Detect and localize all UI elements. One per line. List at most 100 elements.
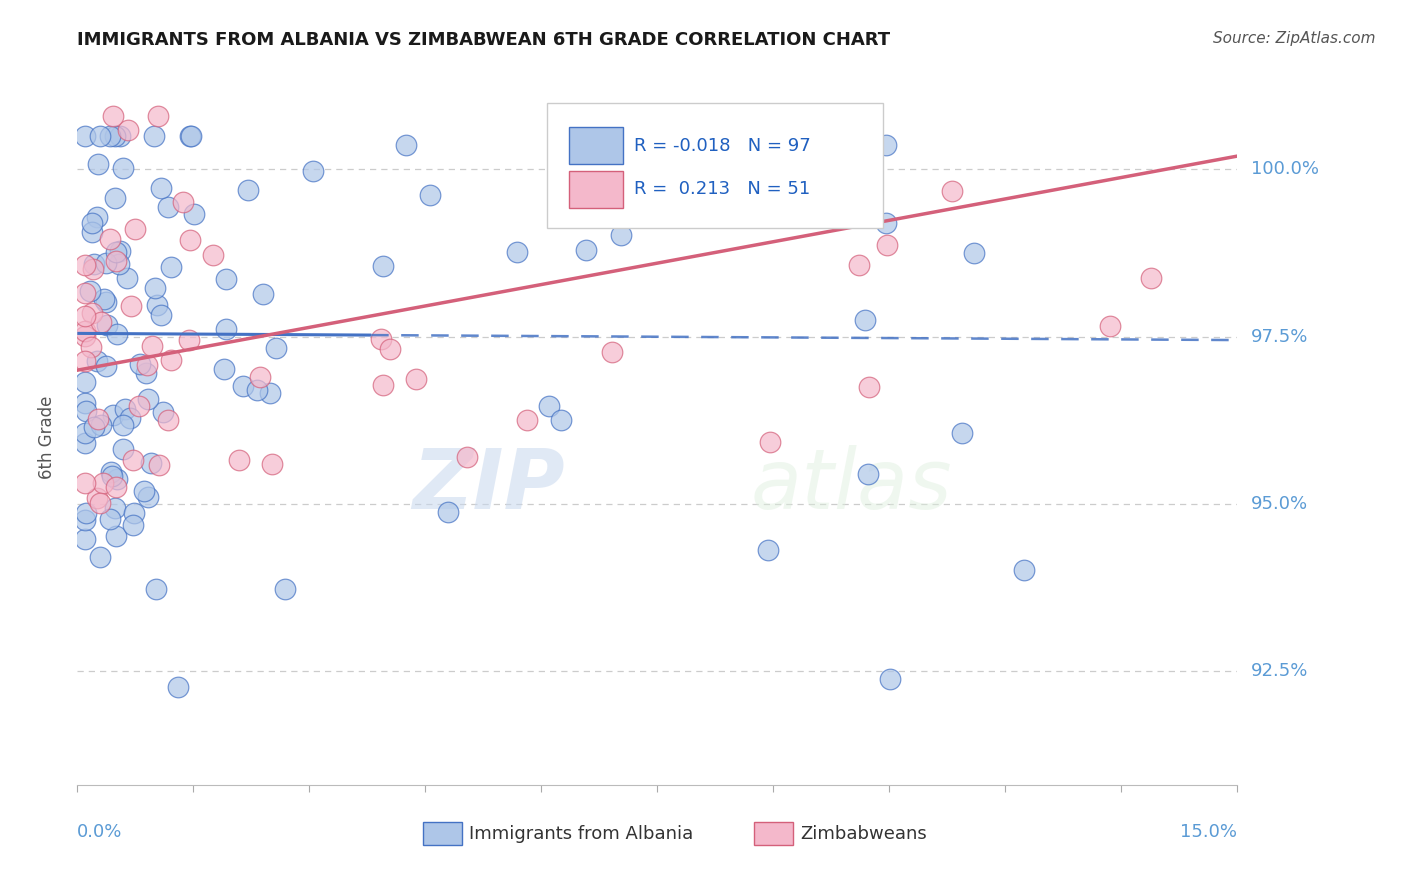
Point bbox=[252, 286, 274, 301]
Point bbox=[75, 425, 96, 440]
Point bbox=[75, 395, 96, 409]
Point bbox=[378, 342, 401, 356]
Point bbox=[122, 453, 145, 467]
Point bbox=[179, 233, 201, 247]
Point bbox=[228, 452, 250, 467]
Text: 92.5%: 92.5% bbox=[1251, 662, 1309, 681]
Point bbox=[83, 420, 105, 434]
Point bbox=[249, 370, 271, 384]
Point bbox=[112, 442, 135, 456]
Point bbox=[550, 413, 572, 427]
Point bbox=[117, 123, 139, 137]
Point bbox=[264, 341, 287, 355]
Point bbox=[112, 161, 135, 175]
Point bbox=[232, 378, 254, 392]
Point bbox=[75, 310, 96, 324]
FancyBboxPatch shape bbox=[569, 127, 623, 164]
Point bbox=[107, 472, 129, 486]
Text: R =  0.213   N = 51: R = 0.213 N = 51 bbox=[634, 180, 810, 198]
Point bbox=[136, 490, 159, 504]
Point bbox=[108, 244, 131, 259]
Point bbox=[75, 403, 97, 417]
Point bbox=[259, 385, 281, 400]
Point bbox=[104, 480, 127, 494]
Text: 0.0%: 0.0% bbox=[77, 823, 122, 841]
Point bbox=[246, 383, 269, 397]
Point bbox=[419, 187, 441, 202]
Point bbox=[98, 129, 121, 144]
Point bbox=[167, 680, 190, 694]
Point bbox=[112, 417, 135, 432]
Point bbox=[260, 458, 283, 472]
Point bbox=[100, 465, 122, 479]
Point bbox=[142, 129, 165, 144]
Point bbox=[215, 271, 238, 285]
Point bbox=[160, 260, 183, 275]
Point bbox=[179, 129, 201, 144]
Point bbox=[758, 542, 780, 557]
Point bbox=[94, 295, 117, 310]
Point bbox=[82, 225, 104, 239]
Point bbox=[875, 216, 897, 230]
Point bbox=[373, 259, 395, 273]
Point bbox=[79, 284, 101, 298]
Point bbox=[858, 467, 880, 481]
Point bbox=[405, 371, 427, 385]
Text: Zimbabweans: Zimbabweans bbox=[800, 825, 927, 843]
Point bbox=[89, 496, 111, 510]
Point bbox=[93, 292, 115, 306]
Point bbox=[89, 549, 111, 564]
Point bbox=[759, 435, 782, 450]
Point bbox=[98, 232, 121, 246]
Point bbox=[437, 505, 460, 519]
Point bbox=[75, 532, 96, 546]
Point bbox=[212, 361, 235, 376]
Point bbox=[75, 436, 96, 450]
Point bbox=[103, 500, 125, 515]
Point bbox=[115, 271, 138, 285]
Point bbox=[100, 512, 122, 526]
Point bbox=[516, 413, 538, 427]
Point bbox=[94, 255, 117, 269]
Text: R = -0.018   N = 97: R = -0.018 N = 97 bbox=[634, 136, 811, 154]
Point bbox=[86, 353, 108, 368]
Point bbox=[395, 137, 418, 152]
FancyBboxPatch shape bbox=[547, 103, 883, 228]
Point bbox=[941, 185, 963, 199]
Point bbox=[90, 417, 112, 432]
Point bbox=[122, 518, 145, 533]
Point bbox=[75, 375, 96, 389]
FancyBboxPatch shape bbox=[754, 822, 793, 846]
Point bbox=[876, 237, 898, 252]
Point bbox=[118, 410, 141, 425]
Text: 100.0%: 100.0% bbox=[1251, 161, 1319, 178]
Point bbox=[128, 357, 150, 371]
Point bbox=[120, 299, 142, 313]
Point bbox=[148, 458, 170, 472]
Point bbox=[132, 483, 155, 498]
Y-axis label: 6th Grade: 6th Grade bbox=[38, 395, 56, 479]
Point bbox=[238, 183, 260, 197]
Point bbox=[157, 412, 180, 426]
Point bbox=[149, 181, 172, 195]
Point bbox=[110, 129, 132, 144]
Point bbox=[538, 400, 561, 414]
Point bbox=[148, 109, 170, 123]
Point bbox=[610, 228, 633, 243]
Text: IMMIGRANTS FROM ALBANIA VS ZIMBABWEAN 6TH GRADE CORRELATION CHART: IMMIGRANTS FROM ALBANIA VS ZIMBABWEAN 6T… bbox=[77, 31, 890, 49]
Point bbox=[180, 129, 202, 144]
Point bbox=[104, 129, 127, 144]
Point bbox=[87, 157, 110, 171]
Point bbox=[83, 256, 105, 270]
Point bbox=[1099, 319, 1122, 334]
Point bbox=[100, 468, 122, 483]
Point bbox=[75, 129, 96, 144]
Point bbox=[963, 245, 986, 260]
Point bbox=[86, 211, 108, 225]
Point bbox=[156, 200, 179, 214]
Point bbox=[456, 450, 478, 464]
Point bbox=[75, 506, 97, 520]
Point bbox=[1139, 271, 1161, 285]
Point bbox=[565, 160, 588, 174]
Point bbox=[105, 528, 128, 542]
